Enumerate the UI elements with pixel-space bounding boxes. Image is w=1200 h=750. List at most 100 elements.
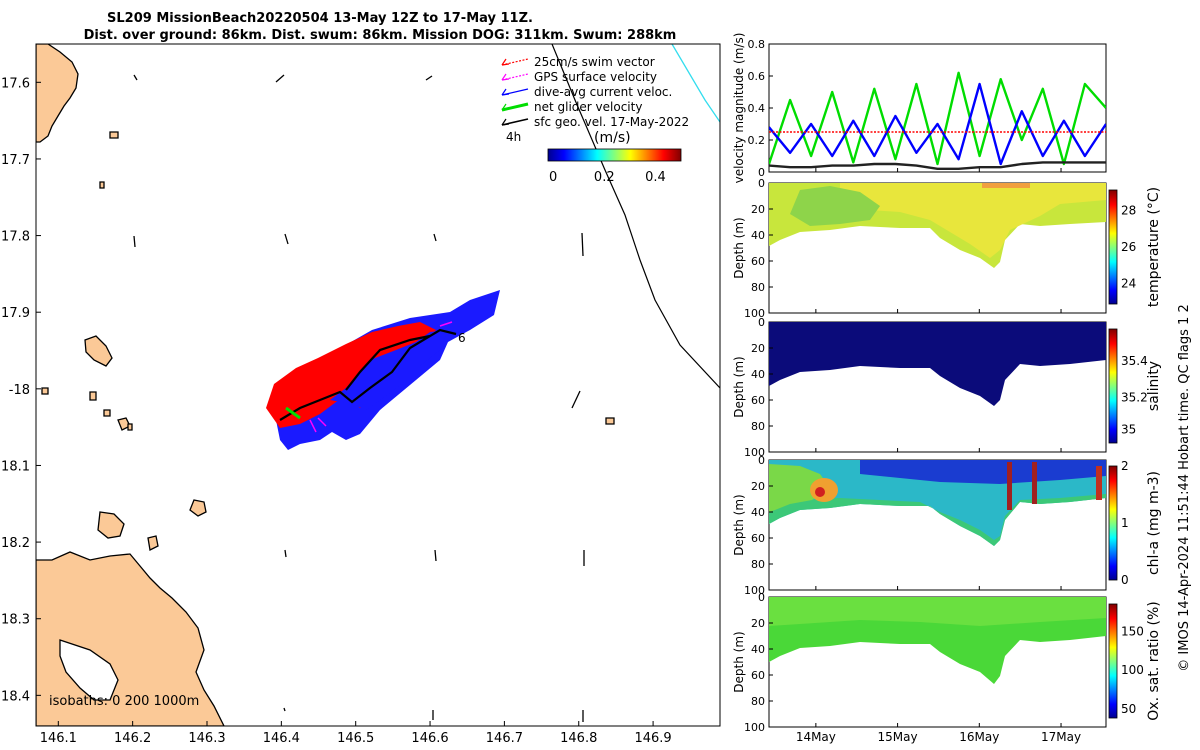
velocity-y-tick-label: 0.6 (748, 70, 766, 83)
map-y-tick-label: 17.6 (1, 76, 30, 91)
depth-tick-label: 0 (758, 591, 765, 604)
map-x-tick-label: 146.7 (486, 731, 523, 746)
time-tick-label: 15May (878, 730, 918, 744)
legend-arrowhead (501, 58, 510, 66)
depth-tick-label: 20 (751, 480, 765, 493)
map-x-tick-label: 146.4 (263, 731, 300, 746)
glider-path-line (279, 328, 457, 421)
map-x-tick-label: 146.5 (337, 731, 374, 746)
map-x-tick-label: 146.9 (634, 731, 671, 746)
chl-maximum-core (815, 487, 825, 497)
map-y-tick-label: 17.8 (1, 230, 30, 245)
legend-label: net glider velocity (534, 100, 642, 114)
colorbar-tick-label: 50 (1121, 702, 1136, 716)
legend-label: 25cm/s swim vector (534, 55, 655, 69)
depth-tick-label: 100 (744, 307, 765, 320)
depth-tick-label: 80 (751, 558, 765, 571)
speed-colorbar-tick-label: 0 (549, 170, 557, 185)
legend-arrowhead (501, 73, 510, 81)
colorbar-label: Ox. sat. ratio (%) (1146, 601, 1162, 720)
colorbar-tick-label: 28 (1121, 204, 1136, 218)
depth-tick-label: 40 (751, 643, 765, 656)
colorbar-tick-label: 35.4 (1121, 354, 1148, 368)
chl-spike-3 (1096, 466, 1102, 500)
time-tick-label: 14May (796, 730, 836, 744)
chl-panel: 0 20 40 60 80 100 Depth (m) (732, 454, 1107, 597)
velocity-panel: 0 0.2 0.4 0.6 0.8 velocity magnitude (m/s) (732, 33, 1107, 184)
temperature-colorbar (1108, 189, 1118, 305)
map-x-tick-label: 146.2 (114, 731, 151, 746)
salinity-section-fill (769, 322, 1106, 406)
depth-axis-label: Depth (m) (732, 494, 746, 555)
map-x-tick-label: 146.8 (560, 731, 597, 746)
chl-colorbar (1108, 465, 1118, 581)
oxygen-depth-ticks: 0 20 40 60 80 100 Depth (m) (732, 591, 773, 734)
temperature-cool-patch (790, 186, 880, 226)
velocity-series-line (769, 71, 1106, 166)
swim-vector-footprint (266, 322, 436, 428)
time-tick-label: 17May (1041, 730, 1081, 744)
depth-tick-label: 0 (758, 177, 765, 190)
oxygen-upper-layer (769, 597, 1106, 626)
depth-axis-label: Depth (m) (732, 356, 746, 417)
isobath-label: isobaths: 0 200 1000m (49, 694, 199, 709)
velocity-y-ticks: 0 0.2 0.4 0.6 0.8 (748, 38, 773, 179)
legend-arrowhead (501, 103, 510, 111)
colorbar-label: temperature (°C) (1146, 187, 1162, 307)
map-y-tick-labels: 17.6 17.7 17.8 17.9 -18 18.1 18.2 18.3 18.4 (1, 76, 41, 704)
colorbar-label: chl-a (mg m-3) (1146, 471, 1162, 575)
oxygen-panel: 0 20 40 60 80 100 Depth (m) (732, 591, 1107, 734)
chl-deep-green-layer (769, 494, 1106, 546)
velocity-y-tick-label: 0.8 (748, 38, 766, 51)
map-y-tick-label: 17.9 (1, 306, 30, 321)
track-end-label: 6 (458, 331, 466, 345)
isobath-lines (551, 44, 720, 389)
depth-tick-label: 60 (751, 532, 765, 545)
time-tick-labels: 14May 15May 16May 17May (796, 168, 1081, 744)
gps-surface-velocity-segment (309, 321, 453, 433)
legend-label: sfc geo. vel. 17-May-2022 (534, 115, 689, 129)
map-content: 6 (36, 44, 720, 726)
colorbar-tick-label: 150 (1121, 624, 1144, 638)
section-colorbar-labels: 24 26 28 temperature (°C) 35 35.2 35.4salinity… (1121, 187, 1162, 721)
velocity-y-label: velocity magnitude (m/s) (732, 33, 746, 184)
depth-tick-label: 0 (758, 454, 765, 467)
depth-tick-label: 100 (744, 446, 765, 459)
legend-label: GPS surface velocity (534, 70, 657, 84)
depth-tick-label: 40 (751, 368, 765, 381)
velocity-y-tick-label: 0 (758, 166, 765, 179)
velocity-series (769, 71, 1106, 170)
map-y-tick-label: 17.7 (1, 153, 30, 168)
map-x-tick-label: 146.1 (40, 731, 77, 746)
coastline-land (36, 44, 615, 726)
map-frame (35, 43, 721, 727)
depth-tick-label: 60 (751, 669, 765, 682)
depth-axis-label: Depth (m) (732, 631, 746, 692)
speed-colorbar (547, 148, 682, 162)
title-line-1: SL209 MissionBeach20220504 13-May 12Z to… (107, 11, 533, 26)
colorbar-units-label: (m/s) (594, 130, 631, 146)
legend-interval-label: 4h (506, 130, 521, 144)
salinity-panel: 0 20 40 60 80 100 Depth (m) (732, 316, 1107, 459)
time-series-panels: 0 0.2 0.4 0.6 0.8 velocity magnitude (m/s) 0… (732, 33, 1162, 744)
depth-tick-label: 40 (751, 506, 765, 519)
colorbar-tick-label: 0 (1121, 573, 1129, 587)
depth-tick-label: 60 (751, 394, 765, 407)
map-x-tick-label: 146.3 (188, 731, 225, 746)
legend-arrowhead (501, 118, 510, 126)
temperature-warm-layer (840, 183, 1106, 258)
map-y-tick-label: 18.4 (1, 689, 30, 704)
velocity-y-tick-label: 0.2 (748, 134, 766, 147)
chl-left-high-patch (769, 464, 830, 512)
colorbar-tick-label: 1 (1121, 516, 1129, 530)
time-tick-label: 16May (959, 730, 999, 744)
dive-avg-current-overlay (330, 330, 448, 410)
title-line-2: Dist. over ground: 86km. Dist. swum: 86k… (84, 28, 677, 43)
speed-colorbar-tick-label: 0.4 (645, 170, 666, 185)
depth-tick-label: 80 (751, 420, 765, 433)
map-panel: 6 146.1 146.2 146.3 146.4 146.5 146.6 146.7 146… (1, 43, 721, 746)
section-colorbars: 24 26 28 temperature (°C) 35 35.2 35.4salinity… (1108, 187, 1162, 721)
depth-tick-label: 20 (751, 617, 765, 630)
